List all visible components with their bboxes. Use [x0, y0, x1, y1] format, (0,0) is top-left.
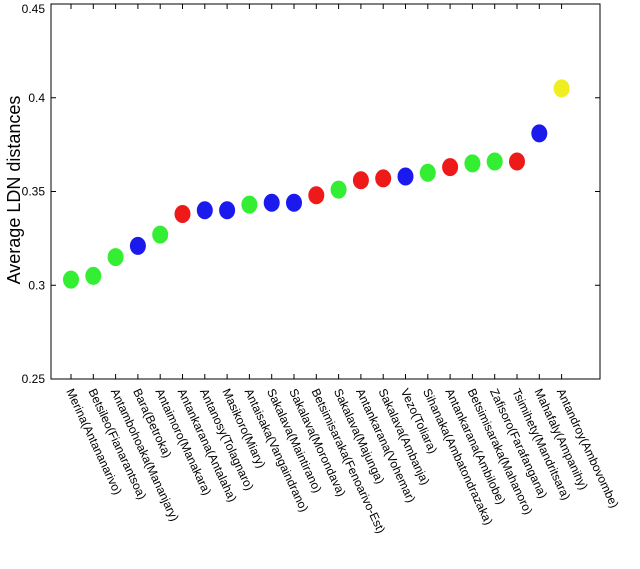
data-point: [219, 201, 236, 220]
y-tick-label: 0.25: [22, 372, 46, 386]
data-point: [152, 225, 169, 244]
data-point: [330, 180, 347, 199]
data-point: [286, 193, 302, 212]
data-point: [419, 163, 436, 182]
data-point: [531, 124, 548, 143]
data-point: [308, 186, 325, 205]
data-point: [174, 205, 191, 223]
data-point: [464, 154, 481, 173]
y-tick-label: 0.3: [28, 278, 45, 292]
data-point: [263, 193, 280, 212]
data-point: [553, 79, 570, 98]
y-ticks: 0.25 0.3 0.35 0.4 0.45: [22, 2, 600, 386]
data-point: [397, 167, 414, 186]
data-point: [63, 270, 79, 289]
y-tick-label: 0.4: [28, 91, 45, 105]
y-tick-label: 0.35: [22, 185, 46, 199]
data-point: [352, 171, 369, 190]
data-point: [107, 248, 124, 267]
data-point: [375, 169, 392, 188]
data-point: [509, 152, 525, 171]
plot-frame: [50, 3, 601, 380]
data-point: [442, 158, 459, 177]
x-tick-labels: Merina(Antananarivo)Betsileo(Fianarantso…: [63, 386, 621, 535]
data-point: [129, 236, 146, 255]
y-tick-label: 0.45: [22, 2, 46, 16]
data-point: [241, 195, 258, 214]
data-point: [486, 152, 503, 171]
y-axis-label: Average LDN distances: [4, 96, 24, 285]
data-point: [196, 201, 213, 220]
data-points: [63, 79, 570, 289]
axes: [50, 3, 601, 380]
data-point: [85, 266, 102, 285]
